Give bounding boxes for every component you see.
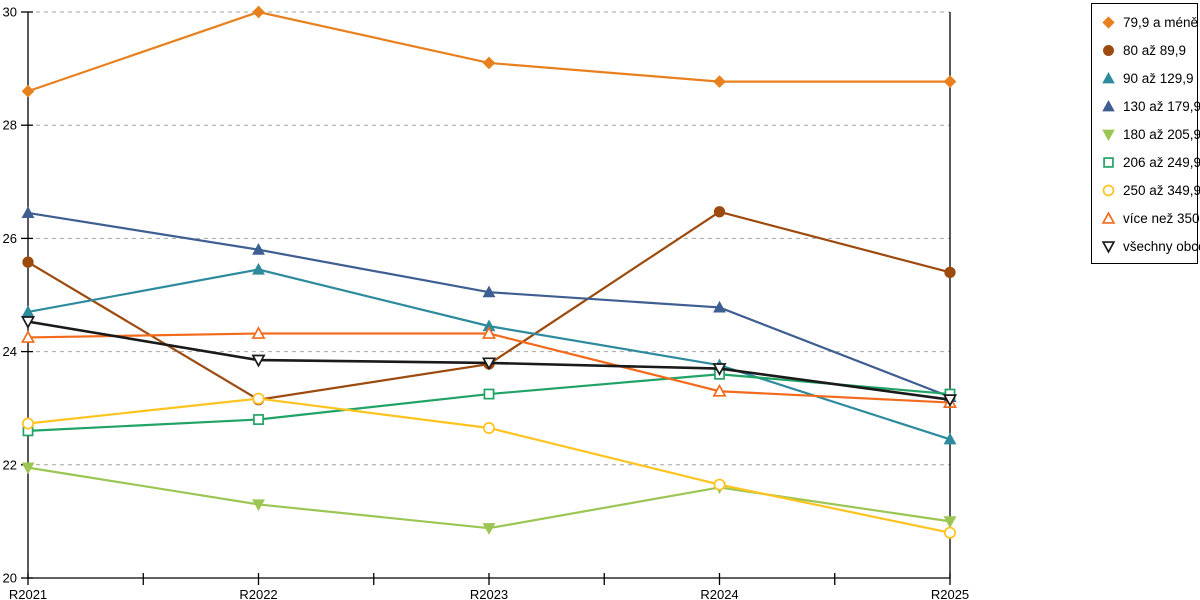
legend-diamond-icon (1102, 15, 1115, 29)
series-line-6 (27, 397, 951, 534)
x-tick-label: R2023 (470, 587, 508, 600)
series-4 (21, 462, 957, 535)
legend-circle-icon (1102, 184, 1115, 196)
triangle-up-marker (251, 326, 266, 339)
square-marker (1103, 156, 1114, 168)
x-tick-label: R2024 (700, 587, 738, 600)
y-tick-label: 28 (3, 118, 17, 133)
y-tick-label: 22 (3, 457, 17, 472)
legend-item-3: 130 až 179,9 (1101, 92, 1200, 120)
legend-label: 80 až 89,9 (1123, 42, 1187, 58)
diamond-marker (943, 75, 957, 88)
triangle-up-marker (713, 300, 726, 313)
legend-triangle-up-icon (1102, 99, 1115, 111)
y-tick-label: 26 (3, 231, 17, 246)
circle-marker (252, 392, 265, 405)
triangle-down-marker (20, 316, 36, 329)
legend-item-2: 90 až 129,9 (1101, 64, 1197, 92)
diamond-marker (21, 84, 35, 98)
legend-label: více než 350 (1123, 210, 1200, 226)
triangle-up-marker (252, 243, 265, 255)
diamond-marker (713, 75, 726, 88)
triangle-up-marker (1102, 99, 1115, 111)
legend-item-4: 180 až 205,9 (1101, 120, 1200, 148)
triangle-up-marker (252, 262, 265, 275)
x-tick-label: R2022 (239, 587, 277, 600)
legend-item-5: 206 až 249,9 (1101, 148, 1200, 176)
triangle-down-marker (1102, 129, 1115, 141)
y-tick-label: 30 (3, 5, 17, 20)
triangle-down-marker (482, 523, 496, 535)
triangle-down-marker (712, 363, 727, 376)
legend-item-8: všechny obce (1101, 232, 1200, 260)
circle-marker (943, 526, 957, 539)
chart-legend: 79,9 a méně 80 až 89,9 90 až 129,9 130 až 1… (1091, 3, 1200, 264)
legend-circle-icon (1103, 44, 1114, 56)
legend-label: 206 až 249,9 (1123, 154, 1200, 170)
diamond-marker (1102, 15, 1115, 29)
series-8 (20, 316, 958, 408)
triangle-down-marker (481, 357, 497, 371)
legend-triangle-up-icon (1101, 210, 1116, 224)
diamond-marker (252, 5, 265, 19)
circle-marker (713, 206, 726, 218)
legend-item-7: více než 350 (1101, 204, 1200, 232)
series-line-4 (27, 466, 951, 530)
triangle-down-marker (252, 499, 265, 512)
series-line-0 (27, 10, 950, 93)
x-tick-label: R2021 (9, 587, 47, 600)
legend-triangle-down-icon (1101, 240, 1116, 254)
triangle-up-marker (712, 383, 727, 397)
circle-marker (1102, 184, 1115, 196)
circle-marker (22, 256, 34, 268)
series-6 (21, 392, 957, 539)
square-marker (253, 414, 264, 425)
triangle-down-marker (251, 354, 266, 368)
triangle-down-marker (1101, 240, 1116, 254)
legend-item-6: 250 až 349,9 (1101, 176, 1200, 204)
triangle-down-marker (942, 394, 958, 408)
circle-marker (482, 422, 496, 435)
circle-marker (944, 266, 956, 279)
legend-label: 250 až 349,9 (1123, 182, 1200, 198)
series-line-1 (27, 210, 951, 401)
y-tick-label: 20 (3, 571, 17, 586)
legend-item-0: 79,9 a méně (1101, 8, 1199, 36)
triangle-up-marker (1102, 71, 1115, 83)
legend-square-icon (1103, 156, 1114, 168)
circle-marker (21, 417, 35, 430)
legend-triangle-up-icon (1102, 71, 1115, 83)
triangle-up-marker (481, 326, 497, 339)
square-marker (483, 388, 495, 400)
legend-label: 180 až 205,9 (1123, 126, 1200, 142)
legend-label: 130 až 179,9 (1123, 98, 1200, 114)
series-0 (21, 5, 957, 98)
triangle-down-marker (21, 462, 35, 475)
y-tick-label: 24 (3, 344, 17, 359)
series-1 (22, 206, 956, 406)
circle-marker (713, 478, 726, 491)
legend-triangle-down-icon (1102, 129, 1115, 141)
triangle-up-marker (21, 206, 35, 219)
legend-label: 90 až 129,9 (1123, 70, 1194, 86)
diamond-marker (482, 56, 496, 70)
triangle-up-marker (482, 285, 496, 298)
legend-item-1: 80 až 89,9 (1101, 36, 1197, 64)
triangle-up-marker (943, 432, 957, 445)
triangle-up-marker (1101, 210, 1116, 224)
x-tick-label: R2025 (931, 587, 969, 600)
circle-marker (1103, 44, 1114, 56)
triangle-down-marker (943, 516, 957, 529)
legend-label: všechny obce (1123, 238, 1200, 254)
triangle-up-marker (20, 330, 36, 343)
legend-label: 79,9 a méně (1123, 14, 1199, 30)
